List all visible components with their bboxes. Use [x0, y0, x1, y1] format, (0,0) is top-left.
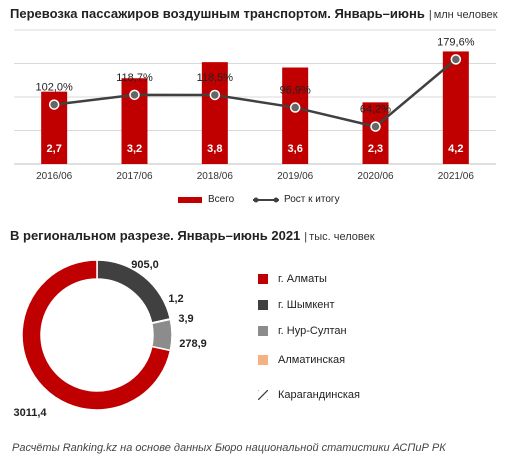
legend-label: г. Нур-Султан	[278, 325, 347, 337]
legend-label-growth: Рост к итогу	[284, 194, 340, 205]
line-value-label: 118,7%	[116, 72, 153, 84]
bar	[362, 102, 389, 164]
legend-label: г. Алматы	[278, 273, 327, 285]
series-line	[54, 58, 457, 128]
line-value-label: 96,9%	[280, 85, 311, 97]
section-title-text: В региональном разрезе. Январь–июнь 2021	[10, 228, 301, 243]
line-point	[129, 89, 140, 101]
donut-slice	[21, 259, 172, 411]
donut-legend-item: Карагандинская	[258, 389, 360, 401]
legend-label: Карагандинская	[278, 389, 360, 401]
line-value-label: 102,0%	[36, 82, 74, 94]
bar-value-label: 3,2	[127, 143, 142, 155]
section-title: В региональном разрезе. Январь–июнь 2021…	[10, 228, 375, 243]
legend-item-growth: Рост к итогу	[252, 194, 340, 205]
x-tick-label: 2017/06	[116, 171, 153, 182]
legend-swatch	[258, 274, 268, 284]
slice-value-label: 1,2	[168, 293, 183, 305]
line-value-label: 179,6%	[437, 36, 475, 48]
donut-legend-item: г. Алматы	[258, 273, 327, 285]
chart-title-text: Перевозка пассажиров воздушным транспорт…	[10, 6, 425, 21]
source-note: Расчёты Ranking.kz на основе данных Бюро…	[12, 442, 446, 454]
line-point	[289, 102, 301, 113]
line-point	[370, 121, 381, 132]
bar-value-label: 3,8	[207, 143, 222, 155]
bar	[201, 62, 228, 164]
section-unit: тыс. человек	[304, 231, 374, 243]
x-tick-label: 2016/06	[36, 171, 73, 182]
bar-value-label: 2,3	[368, 143, 383, 155]
bar	[442, 51, 469, 164]
legend-label-total: Всего	[208, 194, 235, 205]
bar-value-label: 4,2	[448, 143, 463, 155]
chart-unit: млн человек	[429, 9, 498, 21]
donut-legend-item: г. Шымкент	[258, 299, 335, 311]
legend-line-swatch	[253, 197, 279, 202]
slice-value-label: 3011,4	[13, 407, 47, 419]
donut-legend-item: Алматинская	[258, 354, 345, 366]
legend-label: Алматинская	[278, 354, 346, 366]
combo-chart: 2,7 3,2 3,8 3,6 2,3 4,2 2016/06 2017/06 2018/06 2…	[14, 29, 496, 182]
x-tick-label: 2020/06	[357, 171, 394, 182]
chart-title: Перевозка пассажиров воздушным транспорт…	[10, 6, 498, 21]
line-point	[209, 89, 221, 101]
bar-value-label: 3,6	[288, 143, 303, 155]
slice-value-label: 905,0	[131, 259, 159, 271]
line-point	[450, 54, 462, 65]
bar-value-label: 2,7	[47, 143, 62, 155]
slice-value-label: 3,9	[178, 313, 193, 325]
legend-swatch-hatch	[258, 390, 268, 400]
slice-value-label: 278,9	[179, 338, 207, 350]
line-point	[48, 99, 60, 110]
donut-slice	[150, 318, 173, 352]
legend-label: г. Шымкент	[278, 299, 335, 311]
line-value-label: 64,2%	[360, 104, 391, 116]
legend-swatch	[258, 326, 268, 336]
legend-item-total: Всего	[178, 194, 234, 205]
x-tick-label: 2021/06	[438, 171, 475, 182]
legend-bar-swatch	[178, 196, 202, 203]
bar	[282, 67, 309, 164]
legend-swatch	[258, 300, 268, 310]
line-value-label: 118,5%	[197, 72, 234, 84]
x-tick-label: 2018/06	[197, 171, 234, 182]
x-tick-label: 2019/06	[277, 171, 314, 182]
donut-legend-item: г. Нур-Султан	[258, 325, 347, 337]
legend-swatch	[258, 355, 268, 365]
